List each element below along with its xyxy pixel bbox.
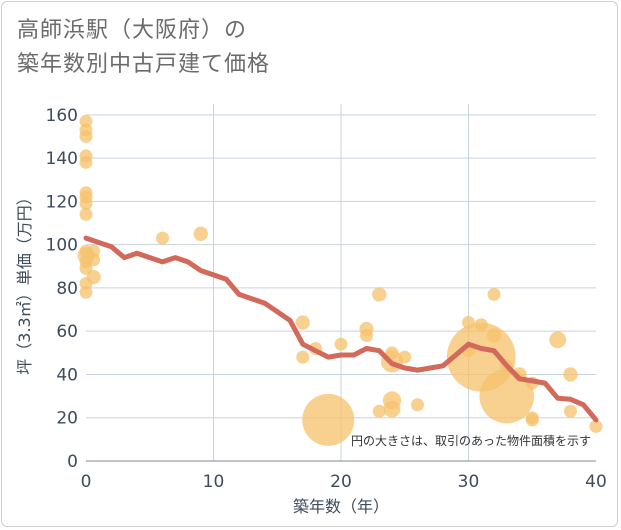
bubble-point [156, 231, 169, 245]
y-tick-label: 80 [56, 279, 78, 299]
bubble-point [462, 316, 475, 330]
x-tick-label: 10 [203, 472, 225, 492]
x-tick-label: 0 [81, 472, 92, 492]
tick-labels: 0 20 40 60 80 100 120 140 160 0 10 20 30 40 [46, 106, 607, 492]
chart-title-line-1: 高師浜駅（大阪府）の [17, 18, 248, 43]
bubble-point [564, 404, 577, 418]
annotation-text: 円の大きさは、取引のあった物件面積を示す [351, 433, 591, 448]
bubble-point [549, 331, 567, 349]
y-axis-label: 坪（3.3㎡）単価（万円） [15, 189, 34, 374]
bubble-point [486, 328, 502, 343]
bubble-point [525, 413, 539, 427]
bubble-point [193, 226, 208, 241]
bubble-point [563, 367, 578, 382]
bubble-point [487, 287, 501, 301]
bubble-point [302, 393, 355, 446]
bubble-point [385, 346, 399, 360]
bubble-series [77, 114, 603, 446]
y-tick-label: 60 [56, 322, 78, 342]
bubble-point [383, 400, 401, 418]
bubble-point [360, 329, 373, 343]
y-tick-label: 20 [56, 409, 78, 429]
bubble-point [372, 287, 387, 302]
bubble-point [79, 155, 93, 169]
bubble-point [87, 253, 101, 267]
x-tick-label: 40 [585, 472, 607, 492]
bubble-point [474, 318, 488, 332]
bubble-point [372, 404, 386, 418]
bubble-point [79, 197, 93, 211]
average-line [83, 235, 599, 423]
chart-title: 高師浜駅（大阪府）の 築年数別中古戸建て価格 [17, 14, 270, 82]
y-tick-label: 0 [67, 452, 78, 472]
y-tick-label: 120 [46, 192, 78, 212]
bubble-point [411, 398, 424, 412]
average-series [83, 235, 599, 423]
x-tick-label: 20 [330, 472, 352, 492]
y-tick-label: 140 [46, 149, 78, 169]
bubble-point [79, 207, 93, 221]
bubble-point [589, 419, 603, 433]
y-tick-label: 100 [46, 236, 78, 256]
bubble-point [479, 368, 535, 424]
bubble-point [295, 315, 310, 330]
y-tick-label: 160 [46, 106, 78, 126]
bubble-point [79, 285, 93, 299]
bubble-point [79, 261, 93, 275]
bubble-point [79, 129, 93, 143]
bubble-point [398, 350, 412, 364]
bubble-point [334, 337, 348, 351]
y-tick-label: 40 [56, 365, 78, 385]
x-tick-label: 30 [458, 472, 480, 492]
chart-title-line-2: 築年数別中古戸建て価格 [17, 52, 271, 77]
bubble-point [296, 350, 310, 364]
x-axis-label: 築年数（年） [293, 497, 389, 516]
